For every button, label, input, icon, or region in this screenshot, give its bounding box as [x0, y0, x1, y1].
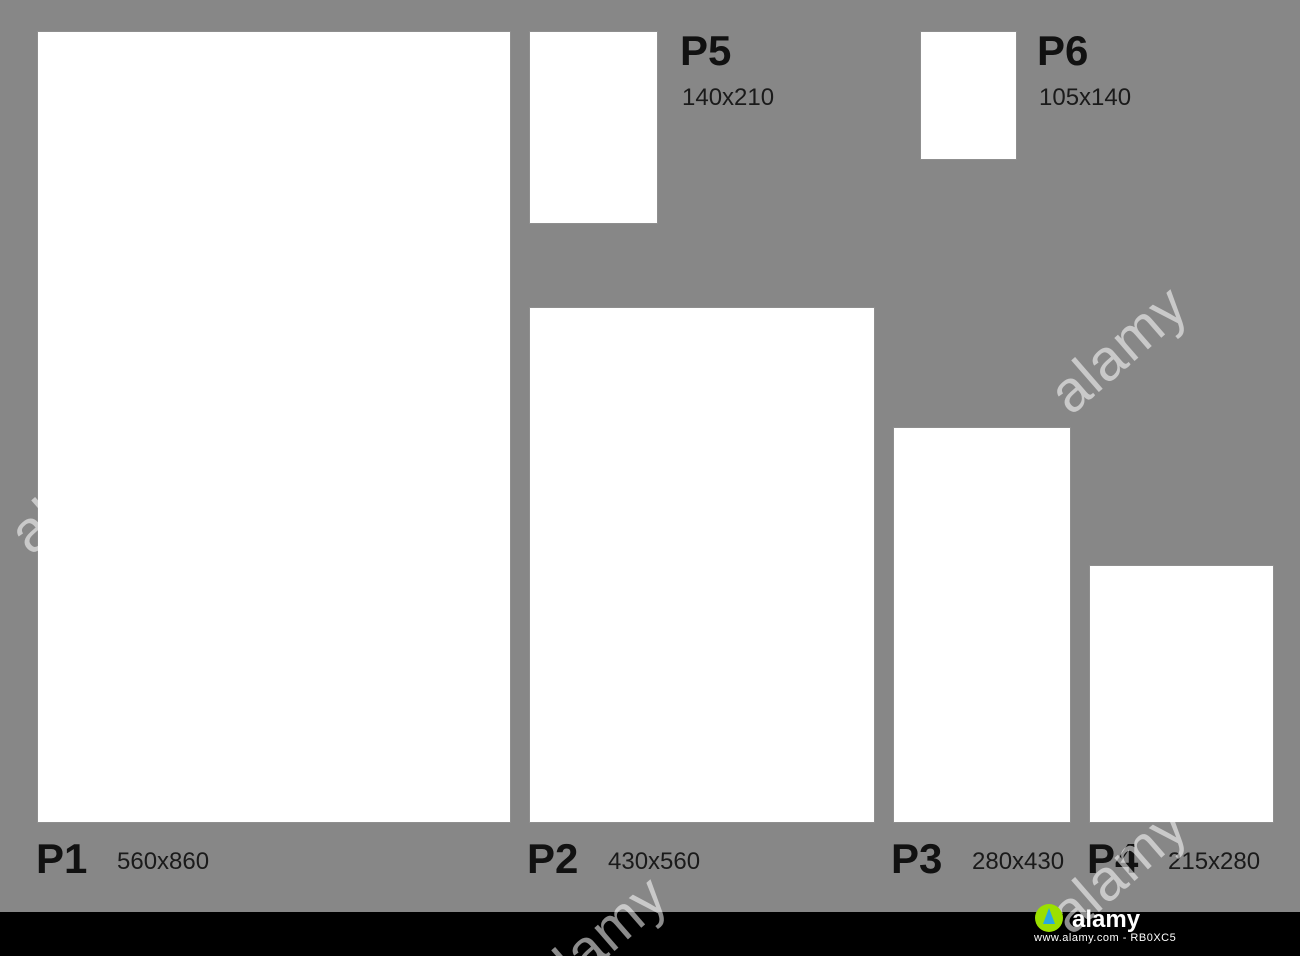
footer-logo-text: alamy	[1072, 906, 1140, 934]
paper-p4-title: P4	[1087, 838, 1138, 880]
paper-p2-rect	[529, 307, 875, 823]
footer-code: www.alamy.com - RB0XC5	[1034, 932, 1176, 944]
paper-p1-rect	[37, 31, 511, 823]
paper-size-diagram: P1 560x860 P2 430x560 P3 280x430 P4 215x…	[0, 0, 1300, 956]
paper-p1-dim: 560x860	[117, 850, 209, 874]
paper-p6-dim: 105x140	[1039, 86, 1131, 110]
paper-p3-rect	[893, 427, 1071, 823]
paper-p3-dim: 280x430	[972, 850, 1064, 874]
paper-p4-dim: 215x280	[1168, 850, 1260, 874]
paper-p2-dim: 430x560	[608, 850, 700, 874]
paper-p3-title: P3	[891, 838, 942, 880]
paper-p6-title: P6	[1037, 30, 1088, 72]
paper-p6-rect	[920, 31, 1017, 160]
paper-p4-rect	[1089, 565, 1274, 823]
paper-p5-rect	[529, 31, 658, 224]
paper-p5-title: P5	[680, 30, 731, 72]
paper-p2-title: P2	[527, 838, 578, 880]
paper-p1-title: P1	[36, 838, 87, 880]
paper-p5-dim: 140x210	[682, 86, 774, 110]
